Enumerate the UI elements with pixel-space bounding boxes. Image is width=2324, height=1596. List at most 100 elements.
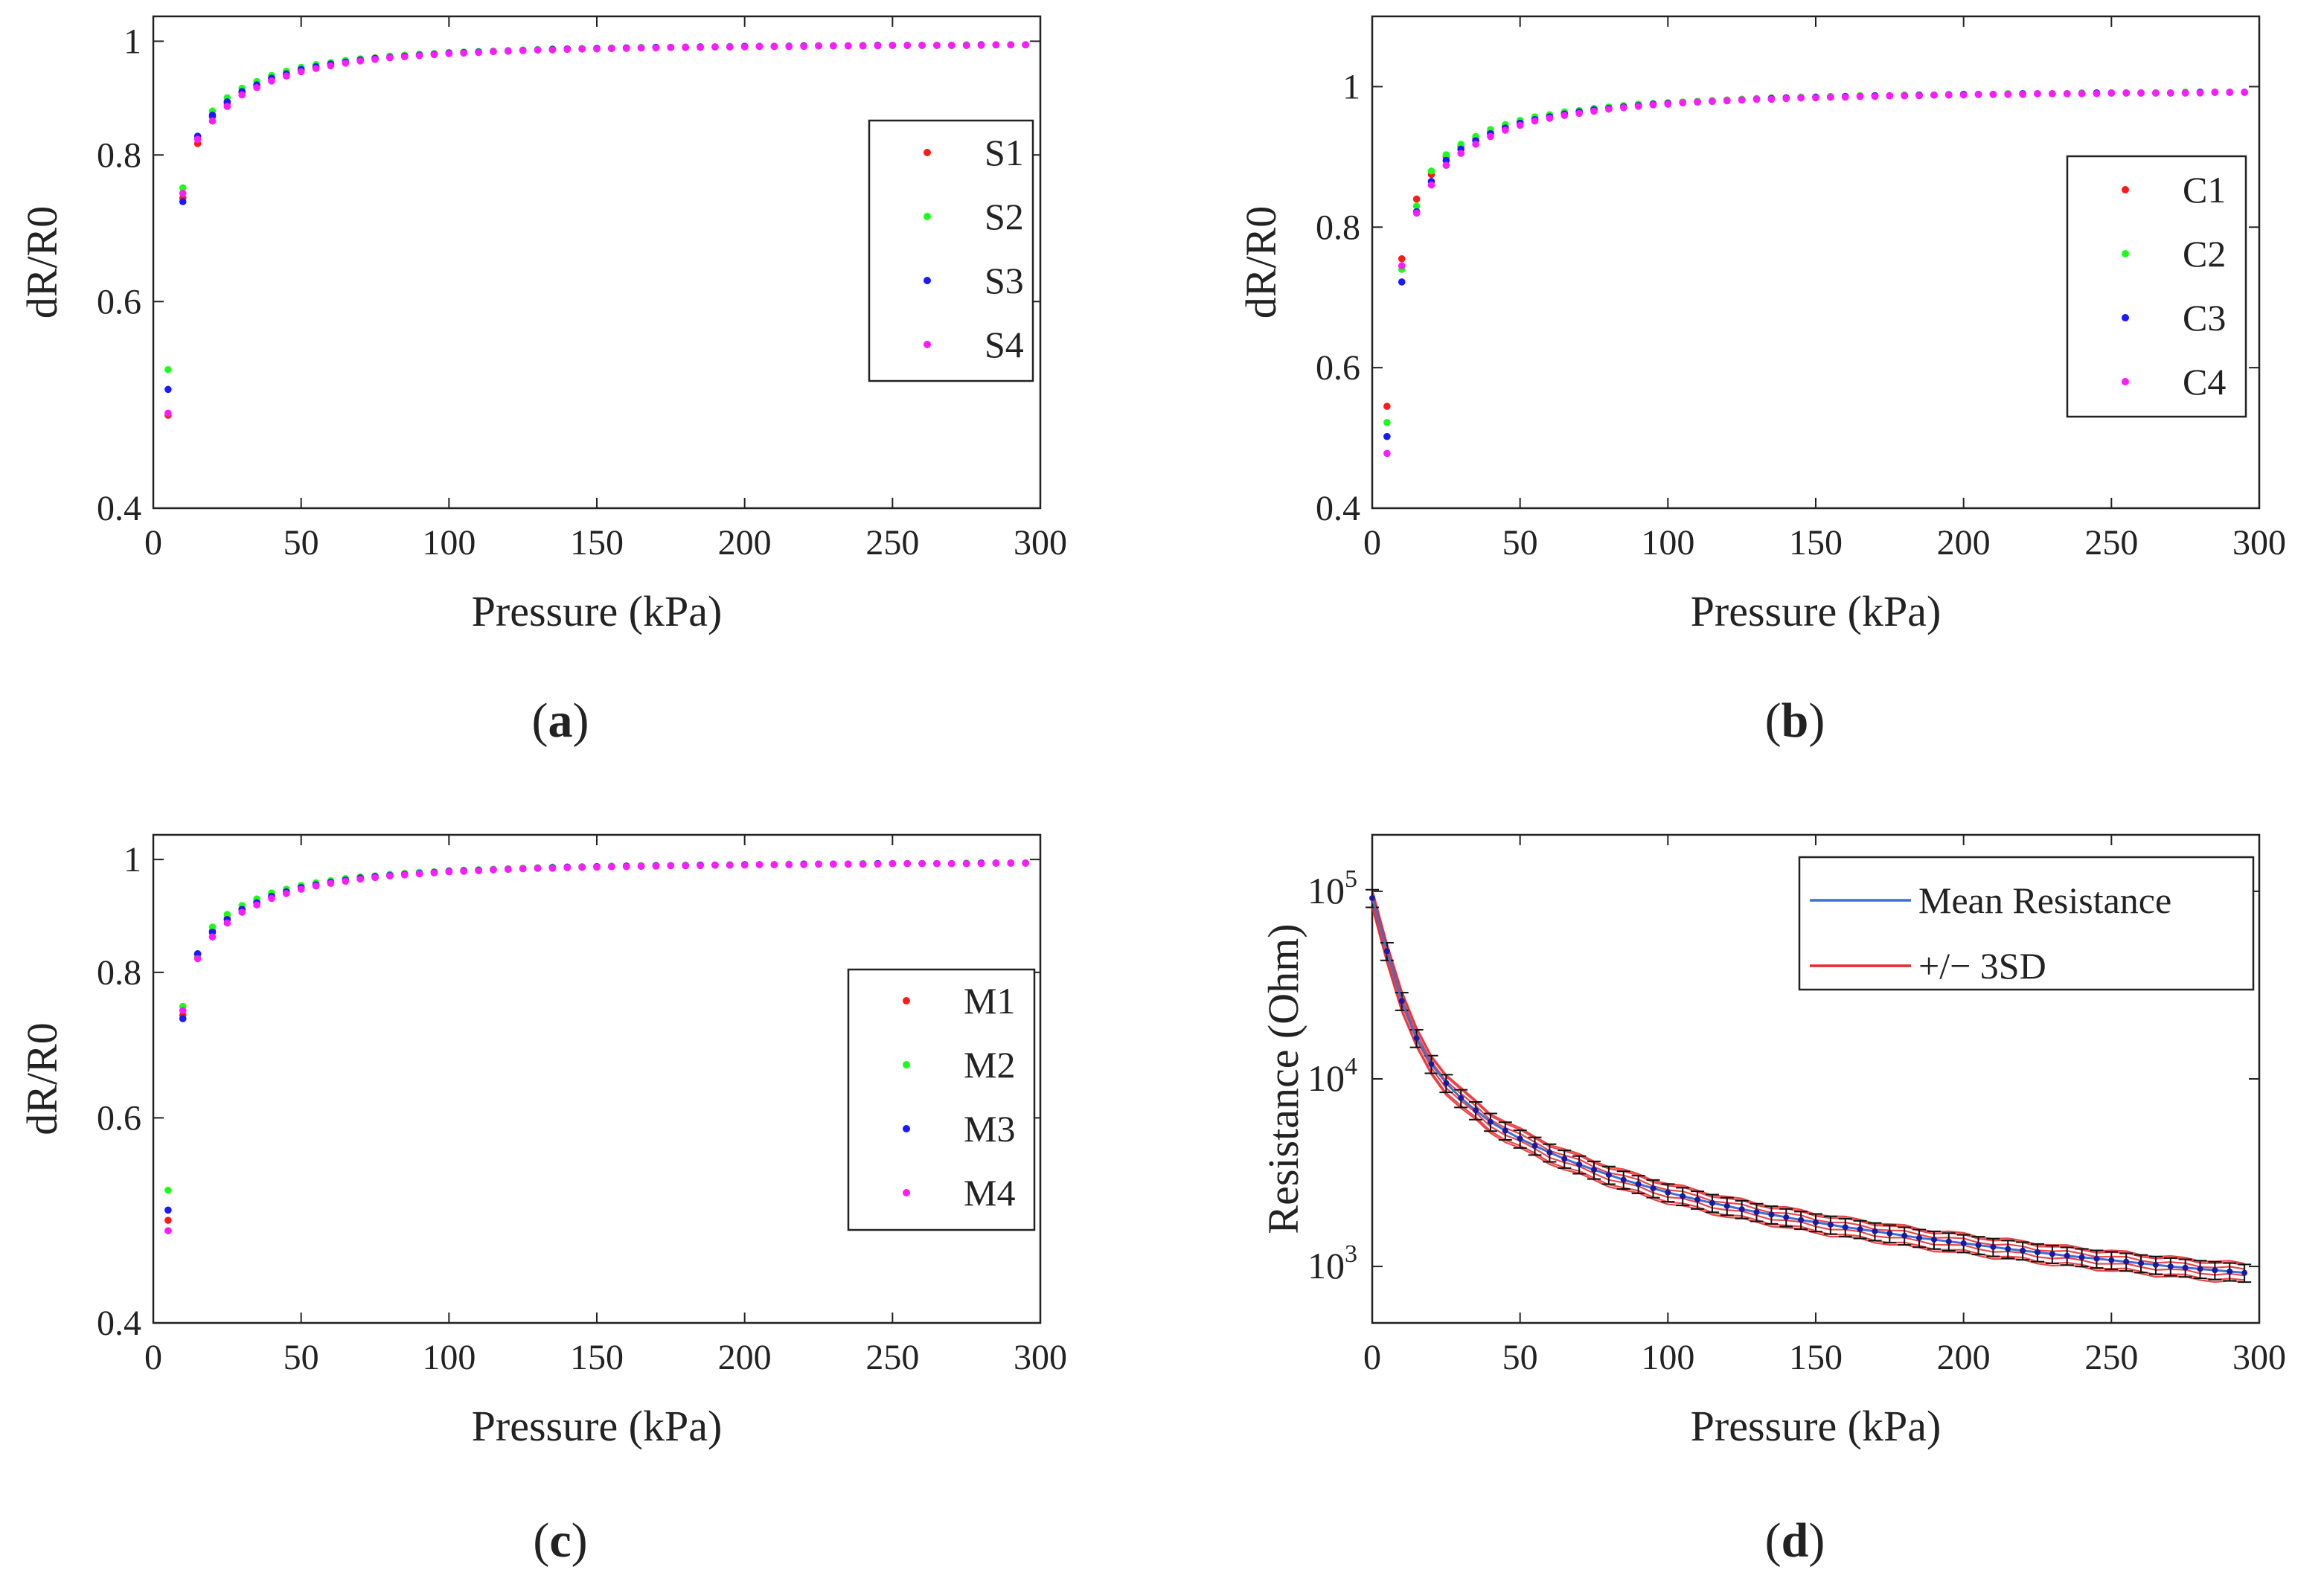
data-point (2078, 90, 2086, 97)
mean-point (1901, 1232, 1908, 1239)
mean-point (1591, 1167, 1597, 1173)
sd-line (1371, 907, 2245, 1283)
data-point (637, 44, 645, 52)
data-point (1709, 97, 1716, 106)
data-point (1575, 109, 1583, 118)
data-point (164, 1217, 172, 1224)
data-point (1487, 132, 1494, 141)
x-tick-label: 300 (1014, 523, 1067, 563)
data-point (844, 860, 852, 868)
mean-point (2064, 1252, 2070, 1259)
mean-point (1694, 1196, 1701, 1203)
mean-point (2020, 1247, 2026, 1254)
data-point (1398, 254, 1406, 263)
mean-point (1930, 1237, 1937, 1243)
data-point (1915, 92, 1923, 100)
data-point (445, 868, 453, 876)
data-point (962, 859, 970, 868)
data-point (297, 68, 305, 76)
mean-point (1857, 1226, 1863, 1233)
data-point (859, 860, 867, 868)
data-point (342, 60, 350, 67)
legend-marker (903, 1125, 910, 1132)
data-point (1841, 93, 1849, 101)
data-point (1022, 859, 1029, 867)
x-tick-label: 0 (1363, 1338, 1381, 1377)
data-point (1797, 94, 1805, 102)
x-tick-label: 100 (422, 523, 476, 563)
legend-marker (2122, 378, 2129, 385)
data-point (844, 42, 852, 50)
legend-marker (923, 341, 931, 348)
legend-marker (923, 149, 931, 156)
y-tick-label: 0.8 (97, 135, 141, 175)
data-point (1590, 107, 1598, 115)
data-point (1827, 93, 1834, 101)
data-point (697, 862, 704, 870)
mean-point (1443, 1080, 1450, 1086)
data-point (223, 919, 231, 927)
data-point (2093, 90, 2101, 97)
data-point (1412, 209, 1421, 217)
data-point (1856, 92, 1864, 100)
data-point (785, 861, 793, 868)
data-point (179, 1007, 187, 1014)
sd-line (1371, 891, 2245, 1266)
x-tick-label: 300 (1014, 1338, 1067, 1377)
data-point (1398, 262, 1406, 270)
data-point (164, 409, 172, 417)
data-point (563, 45, 572, 54)
x-tick-label: 0 (144, 1338, 162, 1377)
data-point (903, 42, 911, 49)
mean-point (1605, 1171, 1612, 1178)
data-point (1442, 151, 1450, 158)
x-tick-label: 250 (865, 523, 919, 563)
data-point (711, 43, 719, 51)
y-tick-label: 105 (1307, 865, 1357, 911)
mean-point (2049, 1251, 2055, 1257)
data-point (1531, 117, 1539, 125)
data-point (2152, 89, 2160, 97)
legend-label: M1 (964, 980, 1015, 1022)
legend-label: M3 (964, 1108, 1015, 1150)
data-point (1974, 91, 1982, 98)
data-point (179, 1015, 187, 1022)
x-tick-label: 300 (2232, 523, 2286, 563)
data-point (1723, 97, 1731, 105)
data-point (519, 47, 527, 54)
data-point (490, 48, 497, 56)
data-point (785, 42, 793, 51)
data-point (297, 885, 305, 893)
legend: S1 S2 S3 S4 (868, 119, 1034, 382)
legend-label: S2 (985, 196, 1024, 237)
x-tick-label: 200 (1937, 1338, 1991, 1377)
data-point (1546, 115, 1554, 122)
data-point (505, 47, 512, 55)
mean-point (1487, 1118, 1494, 1125)
data-point (1472, 141, 1479, 148)
mean-point (2197, 1266, 2203, 1272)
data-point (1812, 94, 1819, 102)
data-point (179, 198, 187, 205)
mean-point (1827, 1221, 1834, 1228)
mean-point (1383, 948, 1390, 955)
mean-point (1798, 1217, 1805, 1223)
data-point (2137, 89, 2145, 97)
data-point (1412, 195, 1421, 203)
x-axis-label: Pressure (kPa) (1691, 587, 1942, 635)
data-point (548, 865, 557, 872)
data-point (327, 879, 335, 887)
data-point (962, 42, 970, 49)
data-point (519, 865, 527, 873)
data-point (1767, 95, 1776, 103)
mean-point (1620, 1176, 1627, 1183)
data-point (815, 42, 822, 50)
data-point (1383, 432, 1391, 440)
y-axis-label: dR/R0 (18, 1022, 66, 1135)
data-point (490, 866, 497, 874)
x-tick-label: 300 (2232, 1338, 2286, 1377)
legend-label: C1 (2183, 169, 2226, 211)
data-point (1427, 167, 1435, 175)
y-tick-label: 0.4 (97, 1304, 141, 1343)
mean-point (2035, 1249, 2040, 1256)
